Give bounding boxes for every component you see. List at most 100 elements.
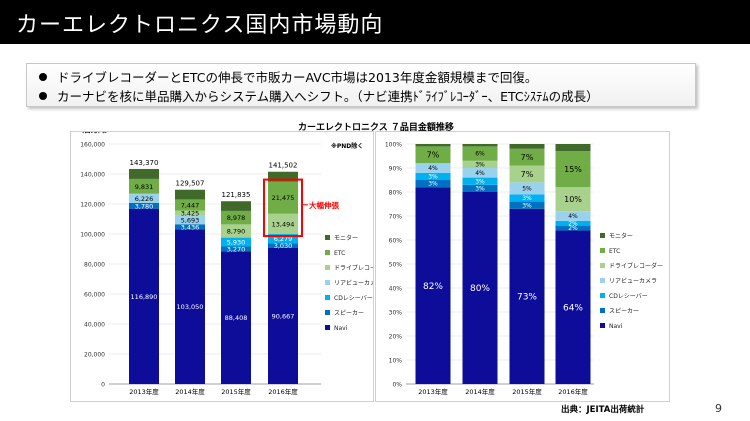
legend-swatch	[600, 293, 605, 298]
amount-chart-panel: （百万円） 0 20,000 40,000 60,000 80,000 100,000 120…	[70, 126, 388, 402]
bar-percent-label: 64%	[563, 303, 583, 313]
legend-swatch	[325, 310, 330, 315]
page-number: 9	[715, 402, 722, 415]
bar-segment	[509, 182, 545, 195]
bar-percent-label: 3%	[428, 174, 438, 181]
bar-value-label: 3,436	[181, 223, 200, 231]
x-tick-label: 2014年度	[175, 387, 205, 396]
bullet-text: カーナビを核に単品購入からシステム購入へシフト。（ナビ連携ﾄﾞﾗｲﾌﾞﾚｺｰﾀﾞ…	[57, 89, 599, 104]
y-tick-label: 80%	[389, 190, 403, 197]
x-tick-label: 2014年度	[465, 387, 495, 396]
bar-percent-label: 2%	[568, 225, 578, 232]
x-tick-label: 2013年度	[418, 387, 448, 396]
y-tick-label: 0%	[392, 382, 402, 389]
bar-value-label: 5,930	[227, 239, 246, 247]
bar-segment	[415, 180, 451, 188]
bar-segment	[175, 224, 205, 230]
y-tick-label: 40,000	[84, 322, 105, 329]
bar-total-label: 121,835	[222, 191, 251, 199]
legend-label: モニター	[334, 234, 358, 242]
legend-label: スピーカー	[609, 308, 639, 315]
x-tick-label: 2016年度	[558, 387, 588, 396]
bar-segment	[509, 148, 545, 166]
bar-percent-label: 7%	[521, 153, 534, 162]
bar-percent-label: 80%	[470, 284, 490, 294]
legend-label: ドライブレコーダー	[609, 262, 663, 270]
bar-segment	[509, 208, 545, 384]
bar-value-label: 7,447	[181, 202, 200, 210]
y-tick-label: 20,000	[84, 352, 105, 359]
chart-note: ※PND除く	[331, 142, 363, 150]
bar-percent-label: 4%	[475, 170, 485, 177]
bar-value-label: 3,425	[181, 210, 200, 218]
bar-segment	[415, 187, 451, 384]
bar-segment	[555, 220, 591, 226]
legend-swatch	[325, 235, 330, 240]
highlight-annotation: 大幅伸張	[309, 200, 339, 210]
slide-header: カーエレクトロニクス国内市場動向	[0, 0, 750, 44]
y-tick-label: 50%	[389, 262, 403, 269]
bar-value-label: 90,667	[272, 312, 295, 320]
bar-segment	[129, 202, 159, 209]
bar-segment	[221, 210, 251, 225]
bullet-text: ドライブレコーダーとETCの伸長で市販カーAVC市場は2013年度金額規模まで回…	[57, 70, 538, 85]
legend-swatch	[325, 265, 330, 270]
legend-label: CDレシーバー	[609, 293, 648, 300]
y-tick-label: 100,000	[80, 232, 105, 239]
legend-swatch	[600, 248, 605, 253]
bar-segment	[175, 215, 205, 225]
charts-title: カーエレクトロニクス ７品目金額推移	[298, 123, 454, 133]
legend-swatch	[325, 280, 330, 285]
bar-segment	[221, 237, 251, 247]
legend-swatch	[600, 323, 605, 328]
y-tick-label: 80,000	[84, 262, 105, 269]
bar-segment	[462, 192, 498, 384]
bar-segment	[175, 229, 205, 384]
bar-value-label: 5,693	[181, 217, 200, 225]
bar-percent-label: 3%	[522, 195, 532, 202]
bar-total-label: 129,507	[176, 180, 205, 188]
bar-value-label: 8,790	[227, 227, 246, 235]
bullet-dot-icon	[39, 92, 47, 100]
bar-value-label: 88,408	[225, 314, 248, 322]
bar-segment	[555, 144, 591, 152]
bullet-item: ドライブレコーダーとETCの伸長で市販カーAVC市場は2013年度金額規模まで回…	[39, 67, 537, 86]
bar-segment	[509, 165, 545, 183]
legend-swatch	[325, 325, 330, 330]
x-tick-label: 2016年度	[268, 387, 298, 396]
bar-value-label: 6,279	[274, 235, 293, 243]
bar-segment	[221, 251, 251, 384]
bar-segment	[462, 160, 498, 168]
y-tick-label: 0	[101, 382, 105, 389]
bar-percent-label: 3%	[428, 181, 438, 188]
bar-percent-label: 4%	[568, 213, 578, 220]
bar-segment	[268, 234, 298, 244]
legend-label: CDレシーバー	[334, 295, 373, 302]
amount-stacked-bar-chart: （百万円） 0 20,000 40,000 60,000 80,000 100,000 120…	[77, 126, 388, 396]
bar-value-label: 21,475	[272, 194, 295, 202]
bar-segment	[509, 201, 545, 209]
highlight-box	[263, 178, 303, 238]
bar-segment	[555, 211, 591, 221]
legend-label: スピーカー	[334, 310, 364, 317]
legend-label: Navi	[334, 325, 348, 332]
bar-percent-label: 7%	[427, 151, 440, 160]
bar-percent-label: 3%	[522, 202, 532, 209]
bar-segment	[462, 144, 498, 147]
legend-swatch	[325, 250, 330, 255]
legend-label: Navi	[609, 323, 623, 330]
bar-segment	[221, 224, 251, 238]
y-tick-label: 10%	[389, 358, 403, 365]
bar-percent-label: 10%	[564, 195, 582, 204]
bar-segment	[268, 171, 298, 182]
bar-segment	[555, 225, 591, 231]
y-tick-label: 60%	[389, 238, 403, 245]
source-note: 出典：JEITA出荷統計	[561, 405, 645, 415]
bar-segment	[175, 199, 205, 211]
bar-percent-label: 7%	[521, 170, 534, 179]
bar-segment	[415, 146, 451, 164]
bar-percent-label: 3%	[475, 162, 485, 169]
y-tick-label: 160,000	[80, 142, 105, 149]
bar-value-label: 9,831	[135, 183, 154, 191]
bar-segment	[509, 144, 545, 149]
